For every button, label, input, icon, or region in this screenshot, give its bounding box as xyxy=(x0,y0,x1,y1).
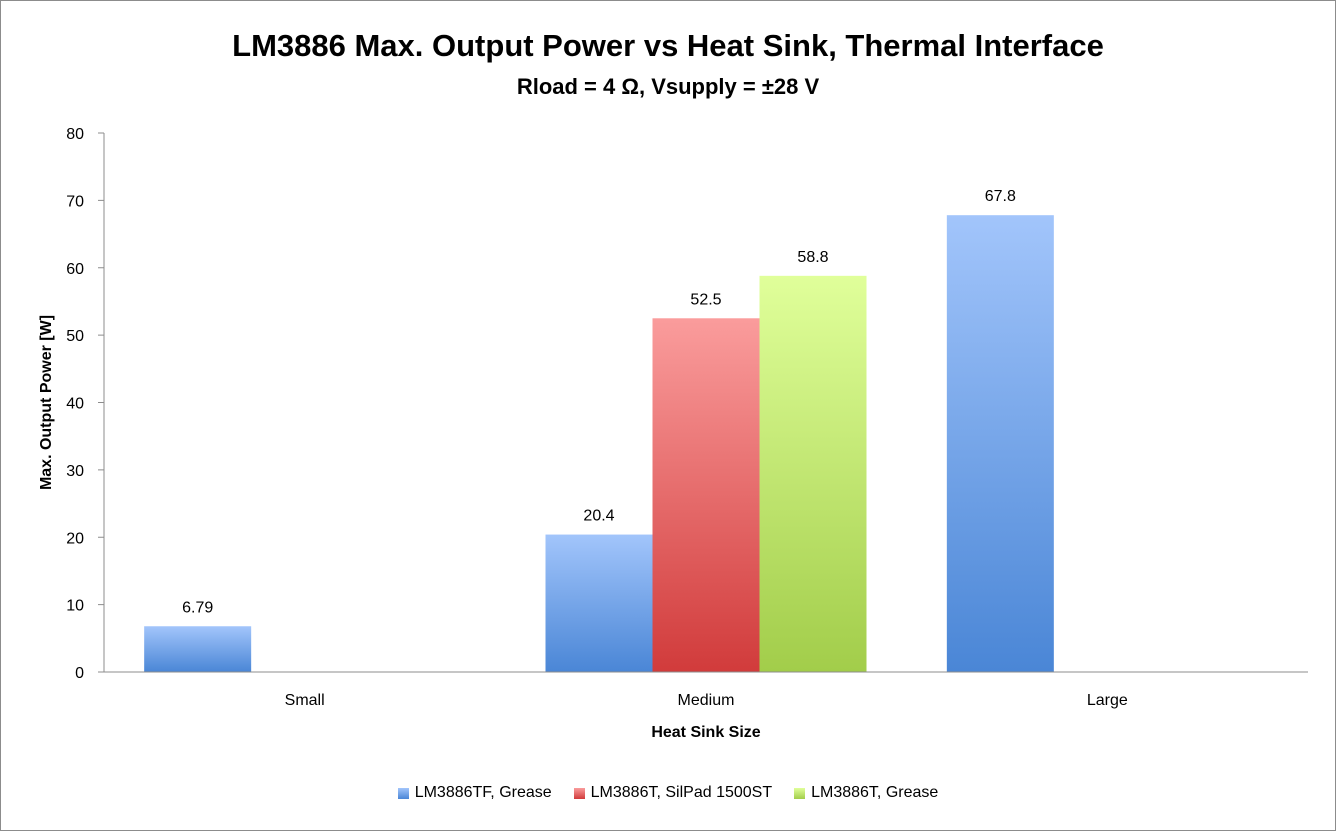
legend-item-2: LM3886T, Grease xyxy=(794,784,938,802)
legend: LM3886TF, Grease LM3886T, SilPad 1500ST LM… xyxy=(0,784,1336,802)
bar-medium-series-2 xyxy=(759,275,867,672)
chart-subtitle: Rload = 4 Ω, Vsupply = ±28 V xyxy=(516,74,820,99)
y-tick-label-0: 0 xyxy=(75,665,84,682)
chart-title: LM3886 Max. Output Power vs Heat Sink, T… xyxy=(232,28,1104,63)
y-tick-label-3: 30 xyxy=(66,463,84,480)
y-tick-label-1: 10 xyxy=(66,598,84,615)
legend-swatch-2 xyxy=(794,787,806,799)
bar-medium-series-1 xyxy=(652,318,760,672)
legend-label-2: LM3886T, Grease xyxy=(811,784,939,801)
y-tick-label-6: 60 xyxy=(66,261,84,278)
category-label-large: Large xyxy=(1087,692,1128,709)
y-axis-title: Max. Output Power [W] xyxy=(38,315,55,490)
x-axis-title: Heat Sink Size xyxy=(651,724,760,741)
y-tick-label-4: 40 xyxy=(66,396,84,413)
legend-item-1: LM3886T, SilPad 1500ST xyxy=(573,784,773,802)
data-label-medium-series-0: 20.4 xyxy=(583,508,614,525)
bar-small-series-0 xyxy=(144,626,252,672)
legend-item-0: LM3886TF, Grease xyxy=(397,784,552,802)
y-tick-label-7: 70 xyxy=(66,193,84,210)
y-axis-ticks: 0 10 20 30 40 50 60 70 80 xyxy=(66,126,104,682)
legend-swatch-0 xyxy=(397,787,409,799)
data-label-large-series-0: 67.8 xyxy=(985,188,1016,205)
legend-swatch-1 xyxy=(573,787,585,799)
data-label-medium-series-1: 52.5 xyxy=(690,291,721,308)
y-tick-label-8: 80 xyxy=(66,126,84,143)
data-label-medium-series-2: 58.8 xyxy=(797,249,828,266)
bars xyxy=(144,215,1054,672)
category-label-medium: Medium xyxy=(678,692,735,709)
y-tick-label-5: 50 xyxy=(66,328,84,345)
legend-label-0: LM3886TF, Grease xyxy=(414,784,552,801)
legend-label-1: LM3886T, SilPad 1500ST xyxy=(590,784,773,801)
bar-medium-series-0 xyxy=(545,534,653,672)
bar-large-series-0 xyxy=(946,215,1054,672)
category-label-small: Small xyxy=(285,692,325,709)
x-axis-categories: Small Medium Large xyxy=(285,692,1128,709)
y-tick-label-2: 20 xyxy=(66,530,84,547)
data-label-small-series-0: 6.79 xyxy=(182,599,213,616)
data-labels: 6.79 20.4 52.5 58.8 67.8 xyxy=(182,188,1016,616)
